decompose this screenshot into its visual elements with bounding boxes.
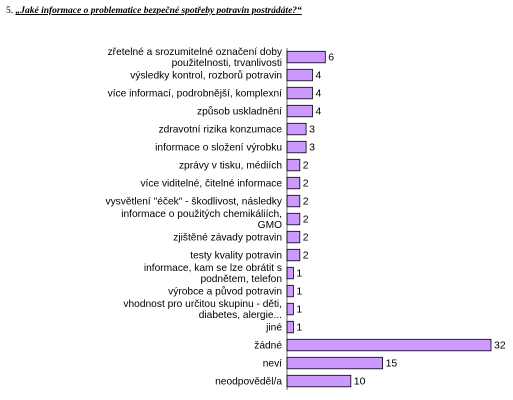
category-label-11: testy kvality potravin [190,251,282,262]
value-label-13: 1 [296,286,302,298]
category-label-line: testy kvality potravin [190,251,282,262]
value-label-4: 3 [309,124,315,136]
category-label-7: více viditelné, čitelné informace [140,179,282,190]
category-label-16: žádné [254,341,282,352]
category-label-13: výrobce a původ potravin [168,286,282,298]
category-label-10: zjištěné závady potravin [173,233,282,244]
bars [286,50,492,388]
category-label-5: informace o složení výrobku [155,143,282,154]
category-label-2: více informací, podrobnější, komplexní [108,89,283,100]
question-text: „Jaké informace o problematice bezpečné … [15,6,302,16]
category-label-line: jiné [265,323,282,334]
category-label-line: podnětem, telefon [200,274,282,285]
bar-2 [286,86,313,100]
value-label-16: 32 [494,340,506,352]
value-label-18: 10 [354,376,366,388]
bar-16 [286,338,492,352]
value-label-17: 15 [386,358,398,370]
category-label-line: GMO [258,220,282,231]
category-label-0: zřetelné a srozumitelné označení doby pou… [108,47,283,69]
category-label-line: více viditelné, čitelné informace [140,179,282,190]
category-labels: zřetelné a srozumitelné označení doby pou… [105,47,282,388]
value-label-0: 6 [328,52,334,64]
category-label-12: informace, kam se lze obrátit s podnětem,… [144,263,282,285]
bar-5 [286,140,307,154]
category-label-1: výsledky kontrol, rozborů potravin [130,70,282,82]
bar-14 [286,302,294,316]
bar-8 [286,194,301,208]
category-label-line: diabetes, alergie... [199,310,282,321]
bar-3 [286,104,313,118]
category-label-9: informace o použitých chemikáliích, GMO [121,209,282,231]
category-label-17: neví [263,359,282,370]
bar-11 [286,248,301,262]
category-label-line: výsledky kontrol, rozborů potravin [130,70,282,82]
category-label-line: vhodnost pro určitou skupinu - děti, [123,299,282,310]
category-label-line: zjištěné závady potravin [173,233,282,244]
value-label-1: 4 [316,70,322,82]
category-label-line: informace o složení výrobku [155,143,282,154]
category-label-line: použitelnosti, trvanlivosti [172,58,282,69]
category-label-line: zřetelné a srozumitelné označení doby [108,47,283,58]
bar-18 [286,374,352,388]
category-label-6: zprávy v tisku, médiích [179,161,282,172]
category-label-line: informace o použitých chemikáliích, [121,209,282,220]
value-label-7: 2 [303,178,309,190]
bar-15 [286,320,294,334]
category-label-4: zdravotní rizika konzumace [159,125,283,136]
bar-9 [286,212,301,226]
bar-0 [286,50,326,64]
value-label-11: 2 [303,250,309,262]
bar-6 [286,158,301,172]
category-label-line: způsob uskladnění [197,106,282,118]
category-label-3: způsob uskladnění [197,106,282,118]
bar-17 [286,356,383,370]
category-label-line: žádné [254,341,282,352]
category-label-18: neodpověděl/a [215,377,282,388]
category-label-line: neodpověděl/a [215,377,282,388]
value-label-15: 1 [296,322,302,334]
category-label-15: jiné [265,323,282,334]
value-label-9: 2 [303,214,309,226]
bar-12 [286,266,294,280]
bar-13 [286,284,294,298]
bar-4 [286,122,307,136]
category-label-8: vysvětlení "éček" - škodlivost, následky [105,197,282,208]
bar-10 [286,230,301,244]
value-label-10: 2 [303,232,309,244]
category-label-line: zprávy v tisku, médiích [179,161,282,172]
value-label-8: 2 [303,196,309,208]
value-label-14: 1 [296,304,302,316]
question-number: 5. [6,6,14,16]
value-label-2: 4 [316,88,322,100]
category-label-14: vhodnost pro určitou skupinu - děti, diab… [123,299,282,321]
value-label-5: 3 [309,142,315,154]
question-title: 5. „Jaké informace o problematice bezpeč… [6,6,302,16]
category-label-line: zdravotní rizika konzumace [159,125,283,136]
category-label-line: neví [263,359,282,370]
category-label-line: informace, kam se lze obrátit s [144,263,282,274]
category-label-line: vysvětlení "éček" - škodlivost, následky [105,197,282,208]
value-label-6: 2 [303,160,309,172]
value-label-3: 4 [316,106,322,118]
value-label-12: 1 [296,268,302,280]
category-label-line: více informací, podrobnější, komplexní [108,89,283,100]
bar-1 [286,68,313,82]
bar-7 [286,176,301,190]
category-label-line: výrobce a původ potravin [168,286,282,298]
